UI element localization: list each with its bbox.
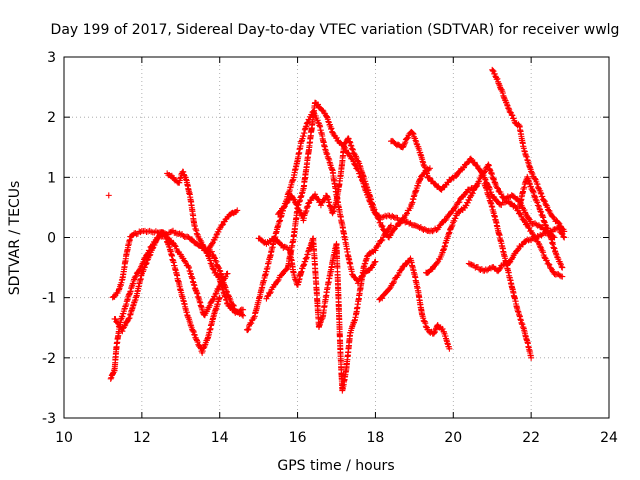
plus-markers: [111, 229, 223, 356]
y-tick-label: -3: [42, 411, 56, 427]
series-t17: [516, 173, 566, 271]
plus-markers: [107, 230, 231, 382]
plus-markers: [516, 173, 566, 271]
x-tick-label: 24: [600, 430, 618, 446]
plus-markers: [255, 222, 394, 394]
series-t11: [388, 128, 566, 280]
series-t8: [255, 222, 394, 394]
series-t5: [164, 168, 247, 316]
x-tick-label: 20: [444, 430, 462, 446]
series-t2: [107, 230, 231, 382]
plus-markers: [164, 168, 247, 316]
series-t10: [275, 135, 433, 241]
y-tick-label: 1: [47, 170, 56, 186]
series-t14: [465, 224, 568, 275]
x-tick-label: 14: [211, 430, 229, 446]
plot-frame: [63, 56, 610, 419]
chart-title: Day 199 of 2017, Sidereal Day-to-day VTE…: [51, 22, 620, 38]
y-tick-labels: -3 -2 -1 0 1 2 3: [42, 50, 56, 427]
plus-markers: [481, 180, 535, 361]
x-axis-label: GPS time / hours: [277, 458, 394, 474]
plus-markers: [105, 192, 112, 199]
series-t12: [376, 255, 453, 352]
y-tick-label: 0: [47, 231, 56, 247]
series-t16: [489, 66, 568, 235]
y-tick-label: -1: [42, 291, 56, 307]
series-t4: [111, 229, 223, 356]
plus-markers: [465, 224, 568, 275]
y-tick-label: 3: [47, 50, 56, 66]
x-tick-labels: 10 12 14 16 18 20 22 24: [55, 430, 618, 446]
plus-markers: [376, 255, 453, 352]
series-t1: [105, 192, 112, 199]
x-tick-label: 18: [367, 430, 385, 446]
y-axis-label: SDTVAR / TECUs: [7, 181, 23, 296]
x-tick-label: 12: [133, 430, 151, 446]
x-tick-label: 22: [522, 430, 540, 446]
series-t6: [205, 207, 241, 252]
data-points: [105, 66, 568, 394]
series-t15: [481, 180, 535, 361]
y-tick-label: 2: [47, 110, 56, 126]
plus-markers: [388, 128, 566, 280]
y-tick-label: -2: [42, 351, 56, 367]
plus-markers: [205, 207, 241, 252]
x-tick-label: 10: [55, 430, 73, 446]
plus-markers: [489, 66, 568, 235]
plus-markers: [275, 135, 433, 241]
x-tick-label: 16: [289, 430, 307, 446]
